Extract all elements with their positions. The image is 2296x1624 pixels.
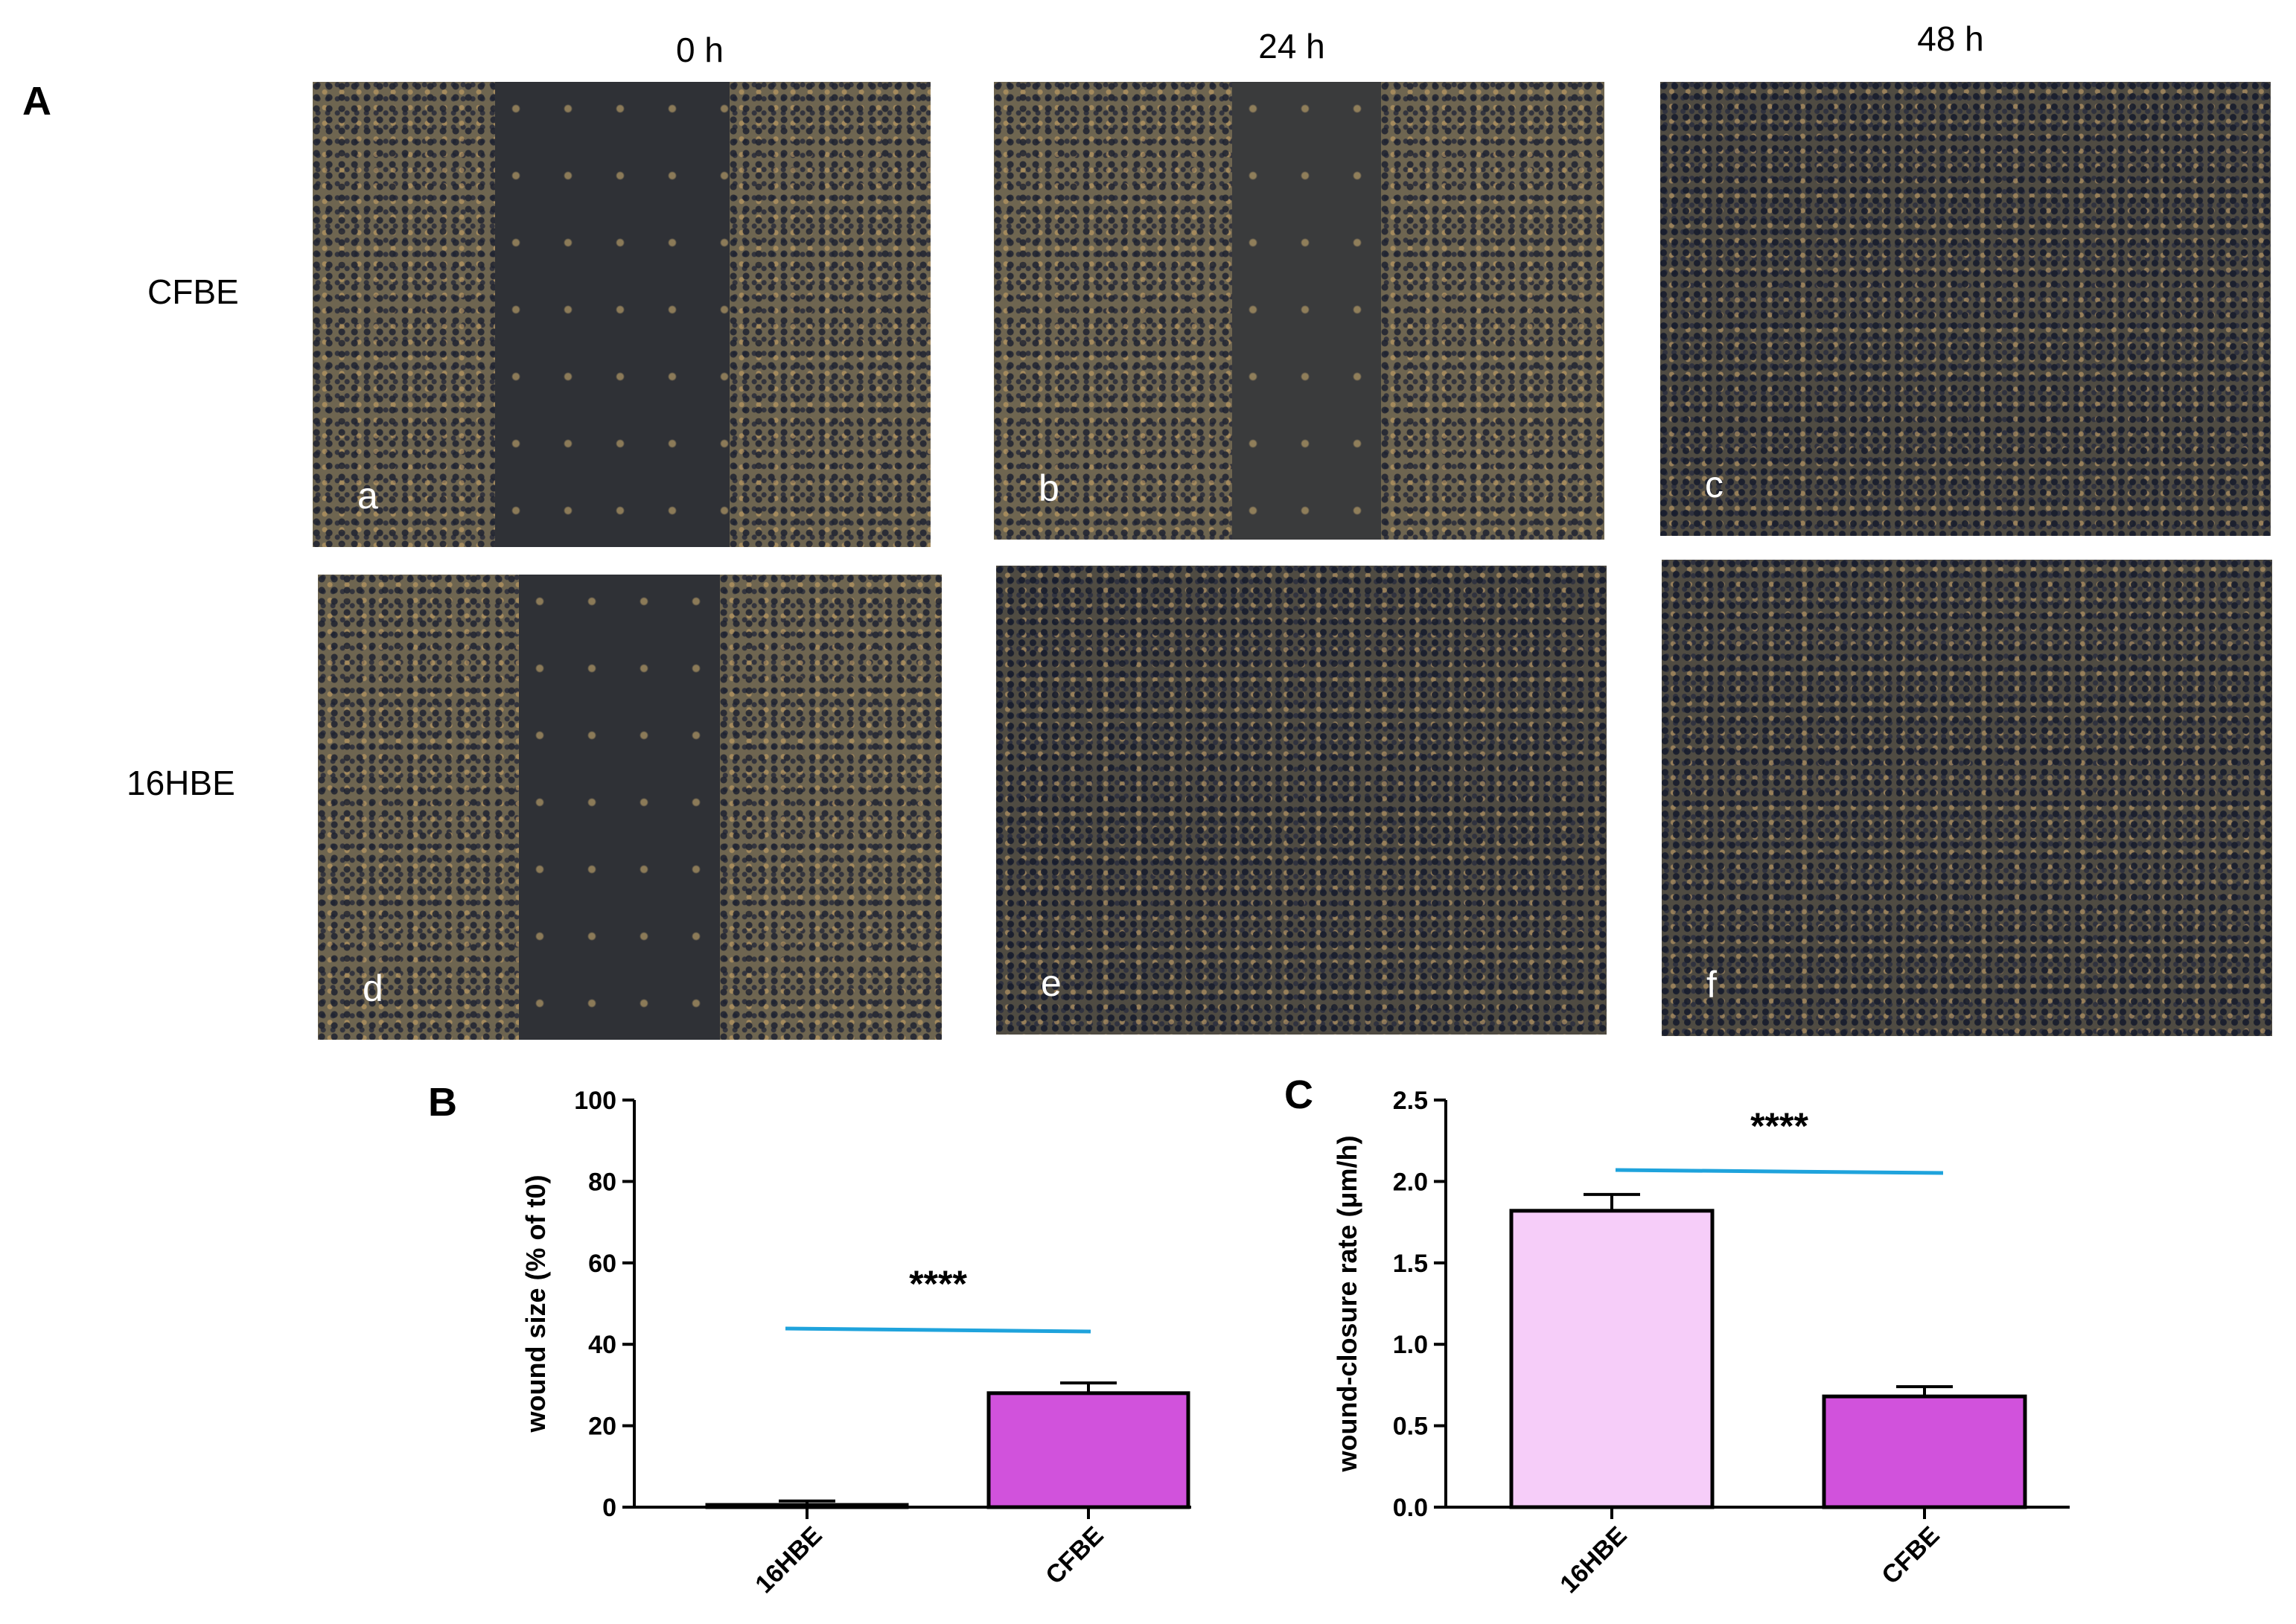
significance-label: **** <box>909 1263 967 1305</box>
x-tick-label: CFBE <box>1040 1521 1109 1590</box>
micrograph-c: c <box>1660 82 2271 536</box>
y-axis-label: wound size (% of t0) <box>520 1175 551 1433</box>
micrograph-a: a <box>313 82 931 547</box>
row-label-16hbe: 16HBE <box>127 764 235 802</box>
time-label-0h: 0 h <box>676 31 724 69</box>
chart-c: 0.0 0.5 1.0 1.5 2.0 2.5 wound-closure rate (μm… <box>1332 1087 2070 1599</box>
y-tick-label: 2.5 <box>1393 1087 1428 1115</box>
significance-line <box>1615 1168 1944 1175</box>
chart-b: 0 20 40 60 80 100 wound size (% of t0) 16HBE CFB… <box>520 1087 1191 1599</box>
row-label-cfbe: CFBE <box>147 272 239 311</box>
y-tick-label: 0 <box>602 1494 616 1522</box>
y-tick-label: 20 <box>588 1413 616 1441</box>
bar-cfbe <box>1822 1394 2027 1509</box>
x-tick-label: 16HBE <box>1554 1521 1632 1599</box>
subpanel-label-d: d <box>363 968 383 1009</box>
y-tick-label: 2.0 <box>1393 1168 1428 1196</box>
y-tick-label: 40 <box>588 1331 616 1359</box>
time-label-48h: 48 h <box>1917 19 1984 58</box>
subpanel-label-c: c <box>1705 464 1723 505</box>
micrograph-d: d <box>318 575 942 1040</box>
y-tick-label: 80 <box>588 1168 616 1196</box>
subpanel-label-e: e <box>1041 962 1062 1004</box>
bar-16hbe <box>705 1503 909 1509</box>
micrograph-e: e <box>996 566 1607 1035</box>
time-label-24h: 24 h <box>1258 27 1325 65</box>
panel-label-c: C <box>1284 1072 1313 1117</box>
subpanel-label-f: f <box>1706 964 1717 1006</box>
bar-cfbe <box>986 1391 1190 1509</box>
y-tick-label: 1.0 <box>1393 1331 1428 1359</box>
panel-label-a: A <box>22 79 51 124</box>
y-tick-label: 0.5 <box>1393 1413 1428 1441</box>
bar-16hbe <box>1509 1209 1715 1509</box>
y-tick-label: 60 <box>588 1250 616 1278</box>
x-tick-label: CFBE <box>1876 1521 1945 1590</box>
subpanel-label-b: b <box>1039 467 1059 509</box>
micrograph-f: f <box>1662 560 2272 1036</box>
y-axis-label: wound-closure rate (μm/h) <box>1332 1135 1362 1472</box>
micrograph-b: b <box>994 82 1604 540</box>
significance-line <box>785 1326 1091 1334</box>
y-tick-label: 0.0 <box>1393 1494 1428 1522</box>
subpanel-label-a: a <box>357 475 378 517</box>
panel-label-b: B <box>428 1080 457 1125</box>
y-tick-label: 1.5 <box>1393 1250 1428 1278</box>
significance-label: **** <box>1750 1105 1808 1147</box>
x-tick-label: 16HBE <box>750 1521 827 1599</box>
y-tick-label: 100 <box>574 1087 616 1115</box>
